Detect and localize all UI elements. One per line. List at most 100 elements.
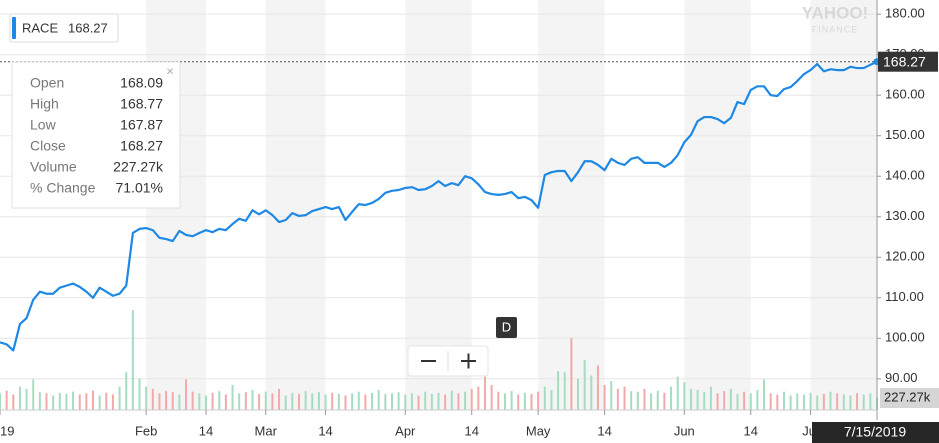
volume-bar bbox=[636, 391, 639, 410]
volume-bar bbox=[284, 395, 287, 410]
y-tick-label: 100.00 bbox=[885, 330, 925, 345]
volume-bar bbox=[351, 393, 354, 410]
tooltip-label: High bbox=[30, 96, 59, 112]
tooltip-label: % Change bbox=[30, 180, 96, 196]
volume-bar bbox=[723, 391, 726, 410]
volume-bar bbox=[749, 393, 752, 410]
volume-bar bbox=[258, 393, 261, 410]
volume-bar bbox=[171, 392, 174, 410]
volume-bar bbox=[390, 393, 393, 410]
volume-bar bbox=[497, 391, 500, 410]
interval-button[interactable] bbox=[496, 317, 517, 338]
volume-bar bbox=[570, 337, 573, 410]
volume-bar bbox=[663, 392, 666, 410]
volume-bar bbox=[543, 386, 546, 410]
date-flag bbox=[812, 422, 939, 443]
volume-flag bbox=[880, 388, 939, 408]
x-tick-label: Apr bbox=[395, 423, 416, 438]
volume-bar bbox=[324, 394, 327, 410]
volume-bar bbox=[457, 393, 460, 410]
volume-bar bbox=[105, 392, 108, 410]
y-tick-label: 180.00 bbox=[885, 6, 925, 21]
volume-bar bbox=[743, 391, 746, 410]
volume-bar bbox=[829, 391, 832, 410]
tooltip-value: 227.27k bbox=[113, 159, 164, 175]
volume-bar bbox=[364, 394, 367, 410]
volume-bar bbox=[603, 385, 606, 410]
volume-bar bbox=[238, 393, 241, 410]
tooltip-value: 71.01% bbox=[116, 180, 163, 196]
volume-bar bbox=[278, 388, 281, 410]
volume-bar bbox=[311, 393, 314, 410]
volume-bar bbox=[577, 378, 580, 410]
volume-bar bbox=[596, 365, 599, 410]
y-tick-label: 110.00 bbox=[885, 289, 924, 304]
volume-bar bbox=[98, 395, 101, 410]
volume-bar bbox=[85, 393, 88, 410]
volume-bar bbox=[643, 388, 646, 410]
volume-bar bbox=[583, 360, 586, 410]
volume-bar bbox=[131, 310, 134, 410]
volume-bar bbox=[484, 376, 487, 410]
volume-bar bbox=[729, 388, 732, 410]
month-band bbox=[684, 0, 751, 410]
volume-bar bbox=[689, 388, 692, 410]
volume-bar bbox=[869, 393, 872, 410]
tooltip-value: 167.87 bbox=[120, 117, 163, 133]
volume-bar bbox=[218, 391, 221, 410]
volume-bar bbox=[444, 394, 447, 410]
volume-bar bbox=[822, 393, 825, 410]
volume-bar bbox=[5, 390, 8, 410]
volume-bar bbox=[92, 390, 95, 410]
volume-bar bbox=[776, 394, 779, 410]
volume-flag-label: 227.27k bbox=[884, 389, 931, 404]
volume-bar bbox=[404, 394, 407, 410]
volume-bar bbox=[204, 395, 207, 410]
volume-bar bbox=[537, 391, 540, 410]
volume-bar bbox=[523, 392, 526, 410]
legend-box bbox=[9, 13, 119, 43]
price-flag bbox=[878, 51, 938, 72]
price-flag-label: 168.27 bbox=[883, 53, 926, 69]
volume-bar bbox=[198, 393, 201, 410]
tooltip-close[interactable]: × bbox=[166, 63, 174, 78]
month-band bbox=[405, 0, 472, 410]
y-tick-label: 90.00 bbox=[885, 370, 918, 385]
volume-bar bbox=[630, 391, 633, 410]
x-tick-label: 14 bbox=[318, 423, 332, 438]
x-tick-label: Mar bbox=[255, 423, 278, 438]
volume-bar bbox=[264, 391, 267, 410]
x-tick-label: 2019 bbox=[0, 423, 14, 438]
volume-bar bbox=[271, 393, 274, 410]
volume-bar bbox=[377, 390, 380, 410]
y-tick-label: 130.00 bbox=[885, 208, 925, 223]
interval-button-label[interactable]: D bbox=[502, 319, 511, 334]
volume-bar bbox=[251, 390, 254, 410]
volume-bar bbox=[450, 390, 453, 410]
watermark-sub: FINANCE bbox=[812, 24, 859, 34]
volume-bar bbox=[563, 372, 566, 410]
volume-bar bbox=[809, 392, 812, 410]
volume-bar bbox=[802, 394, 805, 410]
volume-bar bbox=[656, 390, 659, 410]
volume-bar bbox=[789, 395, 792, 410]
volume-bar bbox=[65, 393, 68, 410]
volume-bar bbox=[616, 388, 619, 410]
volume-bar bbox=[796, 393, 799, 410]
month-band bbox=[265, 0, 326, 410]
volume-bar bbox=[111, 394, 114, 410]
volume-bar bbox=[517, 394, 520, 410]
x-tick-label: 14 bbox=[597, 423, 611, 438]
volume-bar bbox=[842, 394, 845, 410]
volume-bar bbox=[58, 392, 61, 410]
y-tick-label: 140.00 bbox=[885, 168, 925, 183]
volume-bar bbox=[72, 391, 75, 410]
volume-bar bbox=[231, 385, 234, 410]
volume-bar bbox=[78, 394, 81, 410]
volume-bar bbox=[145, 386, 148, 410]
volume-bar bbox=[670, 386, 673, 410]
volume-bar bbox=[836, 393, 839, 410]
volume-bar bbox=[782, 391, 785, 410]
volume-bar bbox=[291, 392, 294, 410]
